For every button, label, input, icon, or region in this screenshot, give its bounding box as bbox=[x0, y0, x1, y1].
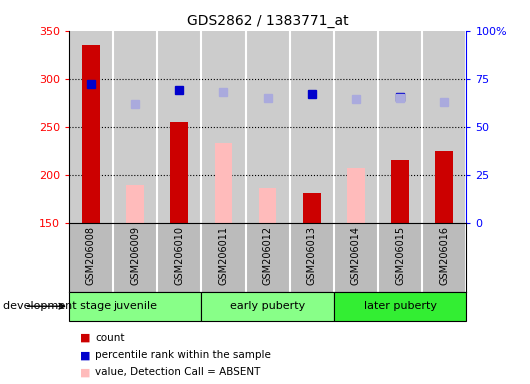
Text: percentile rank within the sample: percentile rank within the sample bbox=[95, 350, 271, 360]
Bar bbox=[391, 161, 409, 223]
Bar bbox=[334, 292, 466, 321]
Text: juvenile: juvenile bbox=[113, 301, 157, 311]
Bar bbox=[171, 122, 188, 223]
Text: GSM206015: GSM206015 bbox=[395, 226, 405, 285]
Bar bbox=[303, 193, 321, 223]
Text: GSM206011: GSM206011 bbox=[218, 226, 228, 285]
Text: GSM206010: GSM206010 bbox=[174, 226, 184, 285]
Text: GSM206008: GSM206008 bbox=[86, 226, 96, 285]
Text: ■: ■ bbox=[80, 367, 90, 377]
Text: ■: ■ bbox=[80, 333, 90, 343]
Text: count: count bbox=[95, 333, 125, 343]
Bar bbox=[201, 292, 334, 321]
Text: value, Detection Call = ABSENT: value, Detection Call = ABSENT bbox=[95, 367, 261, 377]
Text: GSM206016: GSM206016 bbox=[439, 226, 449, 285]
Bar bbox=[69, 292, 201, 321]
Bar bbox=[82, 45, 100, 223]
Bar bbox=[436, 151, 453, 223]
Title: GDS2862 / 1383771_at: GDS2862 / 1383771_at bbox=[187, 14, 348, 28]
Text: development stage: development stage bbox=[3, 301, 111, 311]
Bar bbox=[347, 168, 365, 223]
Bar bbox=[215, 143, 232, 223]
Text: GSM206009: GSM206009 bbox=[130, 226, 140, 285]
Text: later puberty: later puberty bbox=[364, 301, 437, 311]
Text: GSM206014: GSM206014 bbox=[351, 226, 361, 285]
Bar bbox=[259, 188, 277, 223]
Text: GSM206012: GSM206012 bbox=[263, 226, 272, 285]
Bar bbox=[126, 185, 144, 223]
Text: early puberty: early puberty bbox=[230, 301, 305, 311]
Text: ■: ■ bbox=[80, 350, 90, 360]
Text: GSM206013: GSM206013 bbox=[307, 226, 317, 285]
